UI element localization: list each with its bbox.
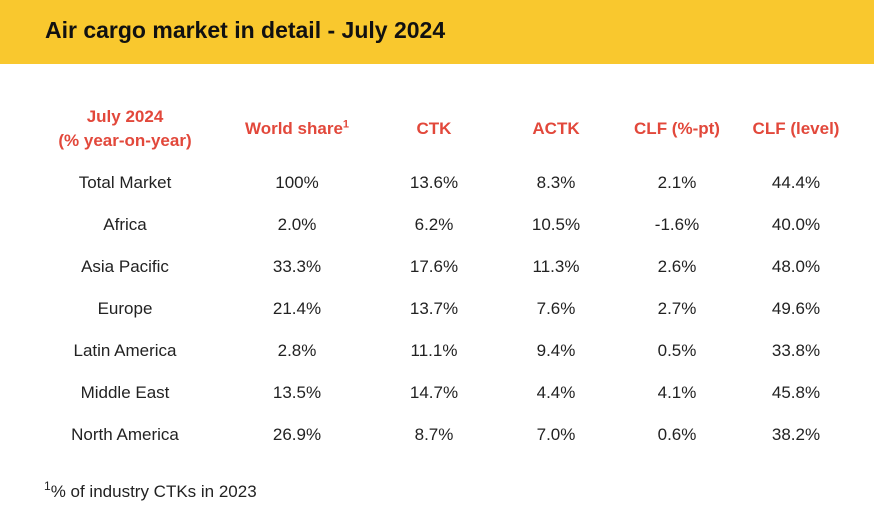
table-row: Europe 21.4% 13.7% 7.6% 2.7% 49.6% [20,288,846,330]
cell-clf-pt: 2.1% [657,173,697,192]
header-actk: ACTK [532,119,580,138]
cell-clf-level: 33.8% [771,341,821,360]
cell-clf-pt: 2.7% [657,299,697,318]
table-row: Total Market 100% 13.6% 8.3% 2.1% 44.4% [20,162,846,204]
header-row: July 2024 (% year-on-year) World share1 … [20,96,846,162]
footnote-mark: 1 [44,479,51,493]
header-region-line1: July 2024 [86,107,164,126]
cell-ctk: 8.7% [414,425,454,444]
cell-clf-level: 40.0% [771,215,821,234]
cell-region: Total Market [78,173,172,192]
cell-clf-pt: 2.6% [657,257,697,276]
cell-region: Asia Pacific [81,257,169,276]
header-clf-level: CLF (level) [752,119,840,138]
cell-clf-level: 49.6% [771,299,821,318]
cell-actk: 7.6% [536,299,576,318]
table-row: Middle East 13.5% 14.7% 4.4% 4.1% 45.8% [20,372,846,414]
cell-region: Latin America [73,341,177,360]
table-row: Africa 2.0% 6.2% 10.5% -1.6% 40.0% [20,204,846,246]
header-clf-pt: CLF (%-pt) [634,119,720,138]
cell-clf-pt: 0.6% [657,425,697,444]
cell-clf-pt: -1.6% [654,215,700,234]
cell-clf-level: 38.2% [771,425,821,444]
cell-ctk: 14.7% [409,383,459,402]
page-title: Air cargo market in detail - July 2024 [45,17,446,43]
cell-world-share: 33.3% [272,257,322,276]
header-world-share: World share1 [230,96,364,162]
cell-clf-pt: 4.1% [657,383,697,402]
cell-clf-level: 44.4% [771,173,821,192]
cell-world-share: 13.5% [272,383,322,402]
table-row: North America 26.9% 8.7% 7.0% 0.6% 38.2% [20,414,846,456]
cell-region: Africa [103,215,147,234]
table-row: Asia Pacific 33.3% 17.6% 11.3% 2.6% 48.0… [20,246,846,288]
cell-actk: 9.4% [536,341,576,360]
cell-ctk: 6.2% [414,215,454,234]
footnote: 1% of industry CTKs in 2023 [44,479,257,502]
cell-actk: 8.3% [536,173,576,192]
header-world-share-footnote-mark: 1 [342,118,350,131]
market-table: July 2024 (% year-on-year) World share1 … [20,96,846,456]
cell-ctk: 13.7% [409,299,459,318]
cell-ctk: 13.6% [409,173,459,192]
cell-clf-level: 48.0% [771,257,821,276]
footnote-text: % of industry CTKs in 2023 [50,482,257,501]
cell-actk: 11.3% [532,257,580,276]
header-ctk: CTK [416,119,452,138]
cell-actk: 10.5% [531,215,581,234]
header-region-line2: (% year-on-year) [58,131,192,150]
cell-clf-pt: 0.5% [657,341,697,360]
cell-world-share: 26.9% [272,425,322,444]
cell-clf-level: 45.8% [771,383,821,402]
cell-region: Middle East [80,383,170,402]
cell-ctk: 11.1% [410,341,458,360]
title-banner: Air cargo market in detail - July 2024 [0,0,874,64]
cell-world-share: 2.8% [277,341,317,360]
cell-ctk: 17.6% [409,257,459,276]
cell-world-share: 100% [275,173,319,192]
header-region: July 2024 (% year-on-year) [20,96,230,162]
table-row: Latin America 2.8% 11.1% 9.4% 0.5% 33.8% [20,330,846,372]
cell-actk: 4.4% [536,383,576,402]
cell-region: North America [71,425,179,444]
cell-region: Europe [97,299,153,318]
cell-world-share: 21.4% [272,299,322,318]
header-world-share-label: World share [244,119,343,138]
cell-world-share: 2.0% [277,215,317,234]
cell-actk: 7.0% [536,425,576,444]
